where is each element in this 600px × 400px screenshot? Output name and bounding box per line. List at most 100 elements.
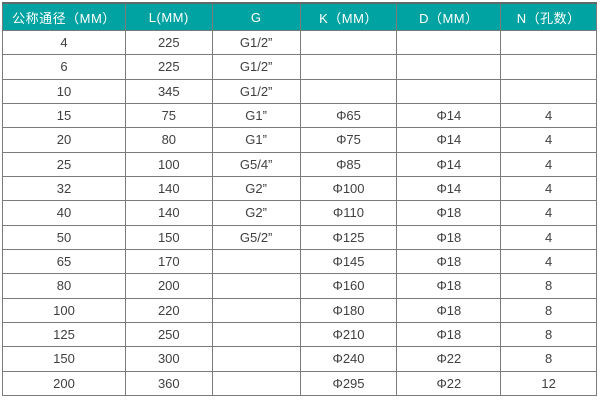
table-cell-d: Φ18 — [396, 200, 502, 226]
table-cell-n: 4 — [500, 151, 597, 177]
table-cell-n: 8 — [500, 297, 597, 323]
table-cell-k: Φ240 — [299, 346, 398, 372]
table-cell-d: Φ18 — [396, 224, 502, 250]
table-cell-l: 220 — [124, 297, 213, 323]
table-cell-n: 4 — [500, 224, 597, 250]
table-row: 80 200 Φ160 Φ18 8 — [2, 273, 597, 299]
table-cell-dn: 20 — [2, 127, 126, 153]
table-cell-k: Φ110 — [299, 200, 398, 226]
table-cell-n: 4 — [500, 248, 597, 275]
table-cell-k: Φ100 — [299, 175, 398, 202]
table-cell-dn: 125 — [2, 321, 126, 348]
table-cell-l: 250 — [124, 321, 213, 348]
table-cell-n: 4 — [500, 102, 597, 129]
table-cell-l: 225 — [124, 29, 213, 56]
table-cell-dn: 65 — [2, 248, 126, 275]
table-cell-n — [500, 54, 597, 80]
table-cell-l: 170 — [124, 248, 213, 275]
table-cell-d — [396, 78, 502, 104]
column-header-d: D（MM） — [396, 2, 502, 31]
table-row: 10 345 G1/2” — [2, 78, 597, 104]
table-cell-l: 345 — [124, 78, 213, 104]
table-row: 25 100 G5/4” Φ85 Φ14 4 — [2, 151, 597, 177]
column-header-l: L(MM) — [124, 2, 213, 31]
table-cell-d — [396, 29, 502, 56]
table-cell-d: Φ18 — [396, 248, 502, 275]
table-cell-g: G2” — [211, 200, 301, 226]
column-header-k: K（MM） — [299, 2, 398, 31]
table-cell-k: Φ125 — [299, 224, 398, 250]
table-row: 40 140 G2” Φ110 Φ18 4 — [2, 200, 597, 226]
table-row: 20 80 G1” Φ75 Φ14 4 — [2, 127, 597, 153]
table-cell-l: 140 — [124, 175, 213, 202]
table-cell-l: 150 — [124, 224, 213, 250]
table-cell-g — [211, 273, 301, 299]
table-cell-d: Φ18 — [396, 297, 502, 323]
table-cell-k: Φ160 — [299, 273, 398, 299]
table-cell-d: Φ14 — [396, 102, 502, 129]
table-cell-g — [211, 321, 301, 348]
table-row: 15 75 G1” Φ65 Φ14 4 — [2, 102, 597, 129]
table-cell-k: Φ85 — [299, 151, 398, 177]
table-cell-dn: 100 — [2, 297, 126, 323]
table-cell-l: 300 — [124, 346, 213, 372]
table-cell-g: G1” — [211, 102, 301, 129]
table-cell-k: Φ75 — [299, 127, 398, 153]
table-cell-n — [500, 78, 597, 104]
table-cell-g: G2” — [211, 175, 301, 202]
table-cell-n: 4 — [500, 200, 597, 226]
dimension-spec-table: 公称通径（MM） L(MM) G K（MM） D（MM） N（孔数） 4 225 G1/2” 6… — [2, 2, 597, 397]
table-cell-n: 4 — [500, 175, 597, 202]
table-cell-g — [211, 346, 301, 372]
table-cell-n: 12 — [500, 370, 597, 397]
table-cell-dn: 6 — [2, 54, 126, 80]
table-cell-dn: 50 — [2, 224, 126, 250]
table-cell-g: G5/4” — [211, 151, 301, 177]
table-cell-dn: 150 — [2, 346, 126, 372]
table-row: 150 300 Φ240 Φ22 8 — [2, 346, 597, 372]
column-header-n: N（孔数） — [500, 2, 597, 31]
table-row: 32 140 G2” Φ100 Φ14 4 — [2, 175, 597, 202]
table-row: 100 220 Φ180 Φ18 8 — [2, 297, 597, 323]
table-cell-n — [500, 29, 597, 56]
table-cell-d: Φ18 — [396, 273, 502, 299]
table-cell-g — [211, 248, 301, 275]
table-cell-g: G1” — [211, 127, 301, 153]
table-row: 125 250 Φ210 Φ18 8 — [2, 321, 597, 348]
table-cell-l: 75 — [124, 102, 213, 129]
table-cell-l: 80 — [124, 127, 213, 153]
table-cell-k: Φ180 — [299, 297, 398, 323]
table-cell-dn: 80 — [2, 273, 126, 299]
table-cell-k: Φ145 — [299, 248, 398, 275]
table-header: 公称通径（MM） L(MM) G K（MM） D（MM） N（孔数） — [2, 2, 597, 31]
table-body: 4 225 G1/2” 6 225 G1/2” 10 345 G1/2” 15 75 G1” Φ65 Φ1… — [2, 29, 597, 397]
table-cell-l: 200 — [124, 273, 213, 299]
table-cell-d: Φ14 — [396, 175, 502, 202]
table-cell-n: 4 — [500, 127, 597, 153]
table-cell-g: G5/2” — [211, 224, 301, 250]
table-cell-g — [211, 297, 301, 323]
table-row: 4 225 G1/2” — [2, 29, 597, 56]
table-cell-dn: 40 — [2, 200, 126, 226]
table-cell-l: 140 — [124, 200, 213, 226]
table-cell-g: G1/2” — [211, 29, 301, 56]
table-cell-dn: 32 — [2, 175, 126, 202]
table-cell-d: Φ18 — [396, 321, 502, 348]
table-cell-l: 225 — [124, 54, 213, 80]
table-cell-dn: 25 — [2, 151, 126, 177]
table-cell-g: G1/2” — [211, 78, 301, 104]
table-cell-n: 8 — [500, 346, 597, 372]
table-cell-k: Φ295 — [299, 370, 398, 397]
table-cell-n: 8 — [500, 273, 597, 299]
table-row: 65 170 Φ145 Φ18 4 — [2, 248, 597, 275]
table-cell-l: 100 — [124, 151, 213, 177]
table-cell-dn: 10 — [2, 78, 126, 104]
table-cell-k — [299, 54, 398, 80]
table-cell-k: Φ65 — [299, 102, 398, 129]
table-cell-g: G1/2” — [211, 54, 301, 80]
table-cell-d: Φ14 — [396, 127, 502, 153]
table-cell-n: 8 — [500, 321, 597, 348]
header-row: 公称通径（MM） L(MM) G K（MM） D（MM） N（孔数） — [2, 2, 597, 31]
table-row: 6 225 G1/2” — [2, 54, 597, 80]
